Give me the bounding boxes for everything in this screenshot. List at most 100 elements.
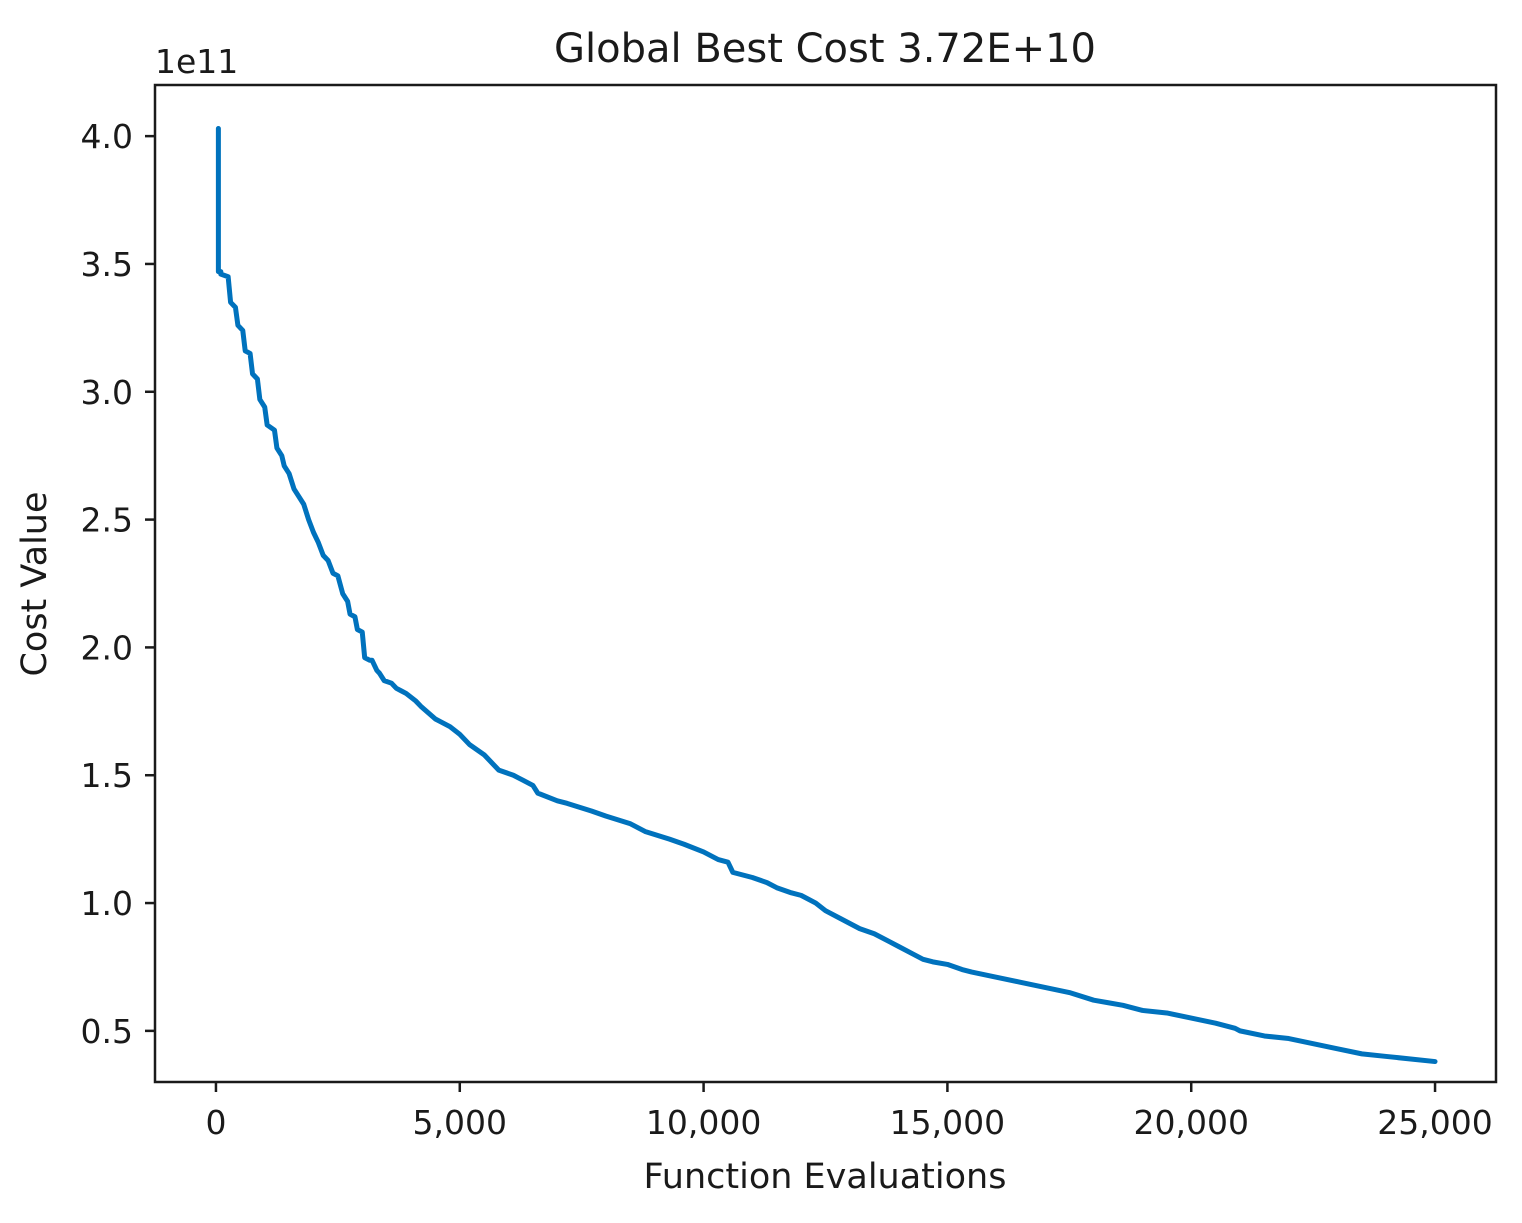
data-point: [327, 559, 330, 562]
data-point: [363, 656, 366, 659]
data-point: [349, 613, 352, 616]
y-tick-label: 2.5: [81, 501, 133, 540]
data-point: [800, 894, 803, 897]
x-axis-label: Function Evaluations: [644, 1157, 1007, 1197]
data-point: [263, 406, 266, 409]
data-point: [356, 628, 359, 631]
data-point: [258, 398, 261, 401]
data-point: [683, 843, 686, 846]
data-point: [234, 306, 237, 309]
data-point: [731, 871, 734, 874]
data-point: [249, 352, 252, 355]
data-point: [336, 574, 339, 577]
y-tick-label: 4.0: [81, 117, 133, 156]
data-point: [217, 127, 220, 130]
data-point: [283, 464, 286, 467]
data-point: [765, 881, 768, 884]
data-point: [668, 838, 671, 841]
x-tick-label: 0: [205, 1103, 226, 1142]
data-point: [266, 424, 269, 427]
data-point: [824, 909, 827, 912]
data-point: [302, 503, 305, 506]
data-point: [522, 779, 525, 782]
data-point: [790, 891, 793, 894]
data-point: [897, 945, 900, 948]
data-point: [288, 472, 291, 475]
data-point: [497, 769, 500, 772]
y-tick-label: 2.0: [81, 628, 133, 667]
x-tick-label: 15,000: [890, 1103, 1005, 1142]
data-point: [219, 270, 222, 273]
data-point: [1263, 1034, 1266, 1037]
data-point: [912, 953, 915, 956]
data-point: [961, 968, 964, 971]
data-point: [931, 960, 934, 963]
data-point: [1409, 1057, 1412, 1060]
data-point: [419, 705, 422, 708]
data-point: [390, 682, 393, 685]
y-axis-offset-label: 1e11: [155, 42, 238, 81]
data-point: [227, 275, 230, 278]
data-point: [1434, 1060, 1437, 1063]
x-tick-label: 20,000: [1133, 1103, 1248, 1142]
data-point: [839, 917, 842, 920]
data-point: [873, 932, 876, 935]
data-point: [1190, 1017, 1193, 1020]
data-point: [1234, 1027, 1237, 1030]
data-point: [251, 372, 254, 375]
data-point: [536, 792, 539, 795]
data-point: [244, 349, 247, 352]
y-tick-label: 0.5: [81, 1012, 133, 1051]
x-tick-label: 25,000: [1377, 1103, 1492, 1142]
data-point: [375, 669, 378, 672]
y-axis: 0.5 1.0 1.5 2.0 2.5 3.0 3.5 4.0: [81, 117, 155, 1051]
data-point: [1107, 1001, 1110, 1004]
data-point: [922, 958, 925, 961]
y-tick-label: 1.0: [81, 884, 133, 923]
data-point: [605, 815, 608, 818]
y-tick-label: 1.5: [81, 756, 133, 795]
data-point: [241, 329, 244, 332]
data-point: [256, 377, 259, 380]
data-point: [970, 971, 973, 974]
data-point: [512, 774, 515, 777]
chart-title: Global Best Cost 3.72E+10: [554, 26, 1096, 72]
data-point: [449, 725, 452, 728]
data-point: [1214, 1022, 1217, 1025]
plot-frame: [153, 83, 1498, 1084]
data-point: [556, 799, 559, 802]
x-tick-label: 5,000: [413, 1103, 507, 1142]
data-point: [434, 717, 437, 720]
data-point: [341, 592, 344, 595]
data-point: [275, 447, 278, 450]
data-point: [775, 886, 778, 889]
data-point: [371, 659, 374, 662]
y-axis-label: Cost Value: [15, 491, 55, 676]
data-point: [1238, 1029, 1241, 1032]
data-point: [644, 830, 647, 833]
plot-area: [215, 125, 1438, 1065]
data-point: [307, 518, 310, 521]
data-point: [383, 679, 386, 682]
data-point: [317, 541, 320, 544]
data-point: [946, 963, 949, 966]
data-point: [414, 700, 417, 703]
data-point: [717, 858, 720, 861]
data-point: [726, 861, 729, 864]
data-point: [1360, 1052, 1363, 1055]
data-point: [702, 850, 705, 853]
data-point: [1019, 981, 1022, 984]
data-point: [312, 531, 315, 534]
data-point: [322, 554, 325, 557]
data-point: [273, 429, 276, 432]
data-point: [1141, 1009, 1144, 1012]
data-point: [995, 976, 998, 979]
y-tick-label: 3.5: [81, 245, 133, 284]
data-point: [458, 733, 461, 736]
data-point: [331, 572, 334, 575]
data-point: [297, 495, 300, 498]
data-point: [858, 927, 861, 930]
data-point: [378, 671, 381, 674]
data-point: [468, 743, 471, 746]
